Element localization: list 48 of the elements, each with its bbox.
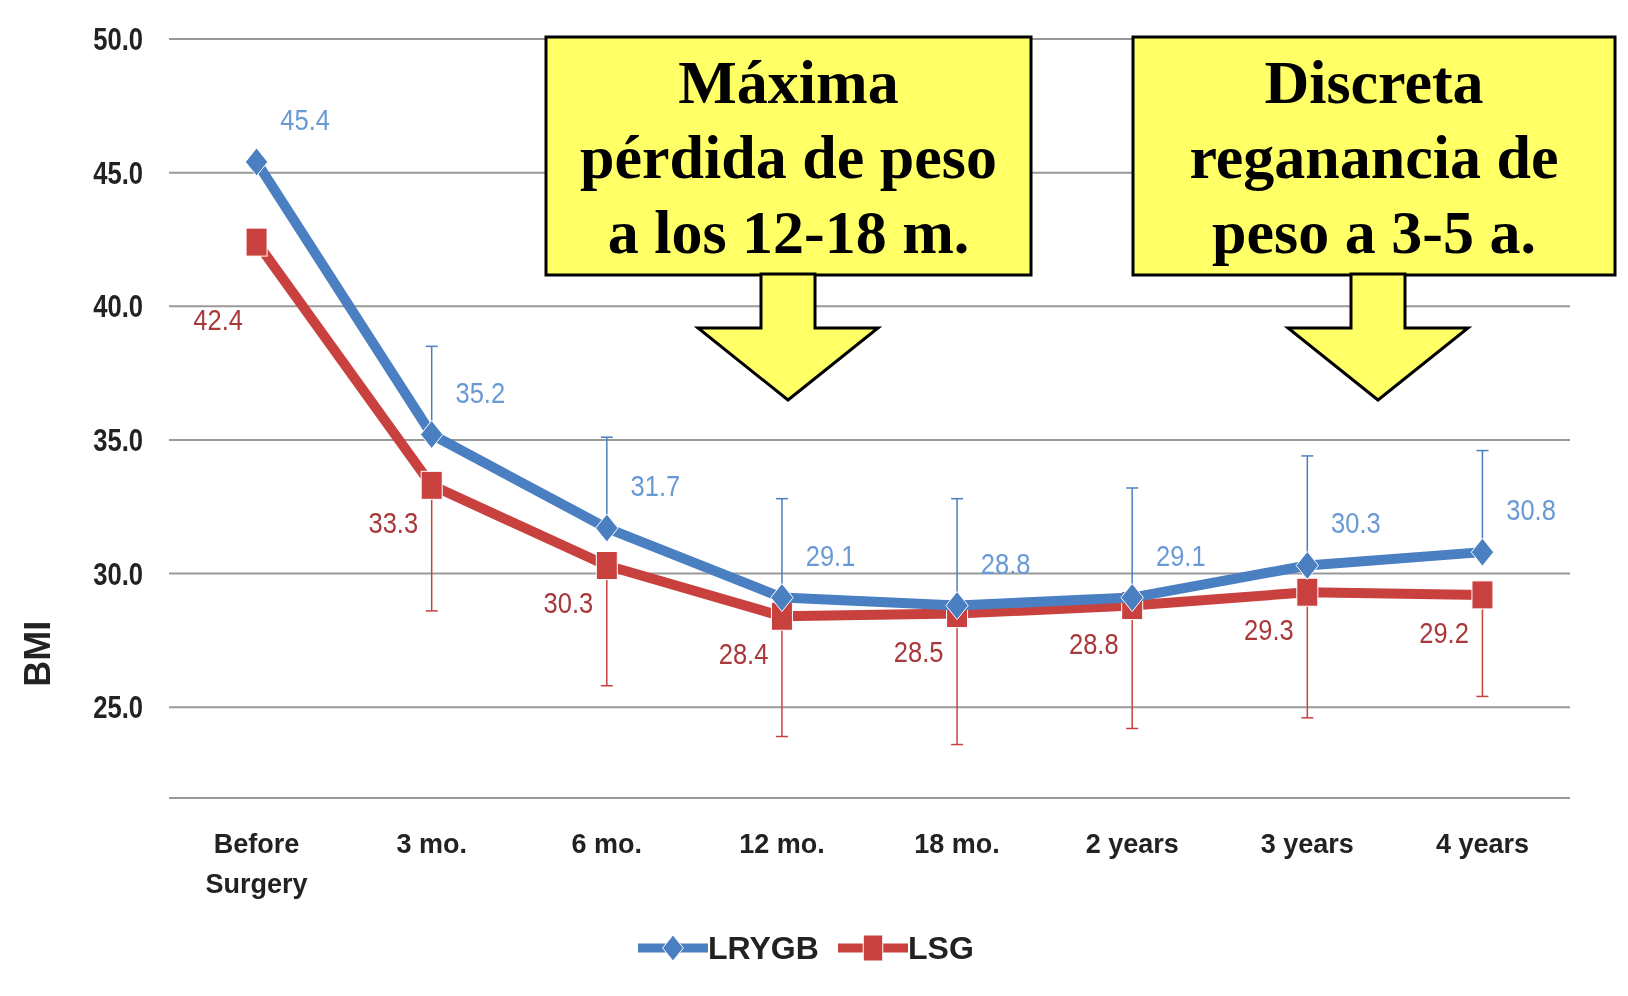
x-tick-label: 12 mo. (739, 829, 825, 859)
point (770, 583, 794, 613)
data-label: 28.5 (893, 634, 944, 669)
point (245, 227, 268, 257)
x-tick-label: 2 years (1085, 829, 1179, 859)
y-tick-label: 35.0 (93, 422, 143, 458)
x-tick-label: Before Surgery (205, 829, 308, 899)
point (419, 420, 444, 450)
y-tick-label: 50.0 (93, 21, 143, 57)
y-axis-title: BMI (17, 620, 58, 687)
annotation: Máxima pérdida de peso a los 12-18 m. (580, 48, 997, 266)
point (244, 147, 269, 177)
data-label: 29.1 (805, 538, 856, 573)
y-tick-label: 30.0 (93, 555, 143, 592)
annotation: Discreta reganancia de peso a 3-5 a. (1189, 48, 1559, 266)
point (1470, 537, 1495, 567)
y-tick-label: 45.0 (93, 154, 143, 191)
point (1296, 577, 1319, 607)
data-label: 29.3 (1244, 613, 1294, 647)
legend-label: LSG (908, 930, 974, 966)
x-tick-label: 3 mo. (396, 829, 467, 859)
data-label: 28.8 (1068, 626, 1119, 661)
point (595, 513, 619, 543)
y-tick-label: 40.0 (93, 288, 143, 324)
x-tick-label: 6 mo. (571, 829, 643, 859)
data-label: 28.8 (980, 546, 1031, 581)
point (1471, 580, 1494, 610)
point (595, 550, 618, 580)
point (945, 591, 969, 621)
legend-label: LRYGB (708, 930, 819, 966)
point (420, 470, 443, 500)
y-tick-label: 25.0 (93, 689, 143, 725)
data-label: 30.8 (1506, 493, 1556, 527)
x-tick-label: 3 years (1260, 829, 1354, 859)
point (1295, 550, 1320, 580)
data-label: 31.7 (630, 469, 681, 503)
data-label: 30.3 (1331, 506, 1381, 540)
data-label: 29.1 (1155, 538, 1206, 573)
x-tick-label: 18 mo. (914, 829, 1000, 859)
data-label: 42.4 (193, 303, 243, 337)
x-tick-label: 4 years (1435, 829, 1529, 859)
data-label: 30.3 (543, 586, 594, 620)
point (1120, 583, 1144, 613)
data-label: 29.2 (1419, 615, 1469, 650)
data-label: 33.3 (368, 506, 419, 540)
data-label: 28.4 (718, 637, 769, 671)
data-label: 35.2 (455, 375, 506, 409)
data-label: 45.4 (280, 103, 330, 137)
